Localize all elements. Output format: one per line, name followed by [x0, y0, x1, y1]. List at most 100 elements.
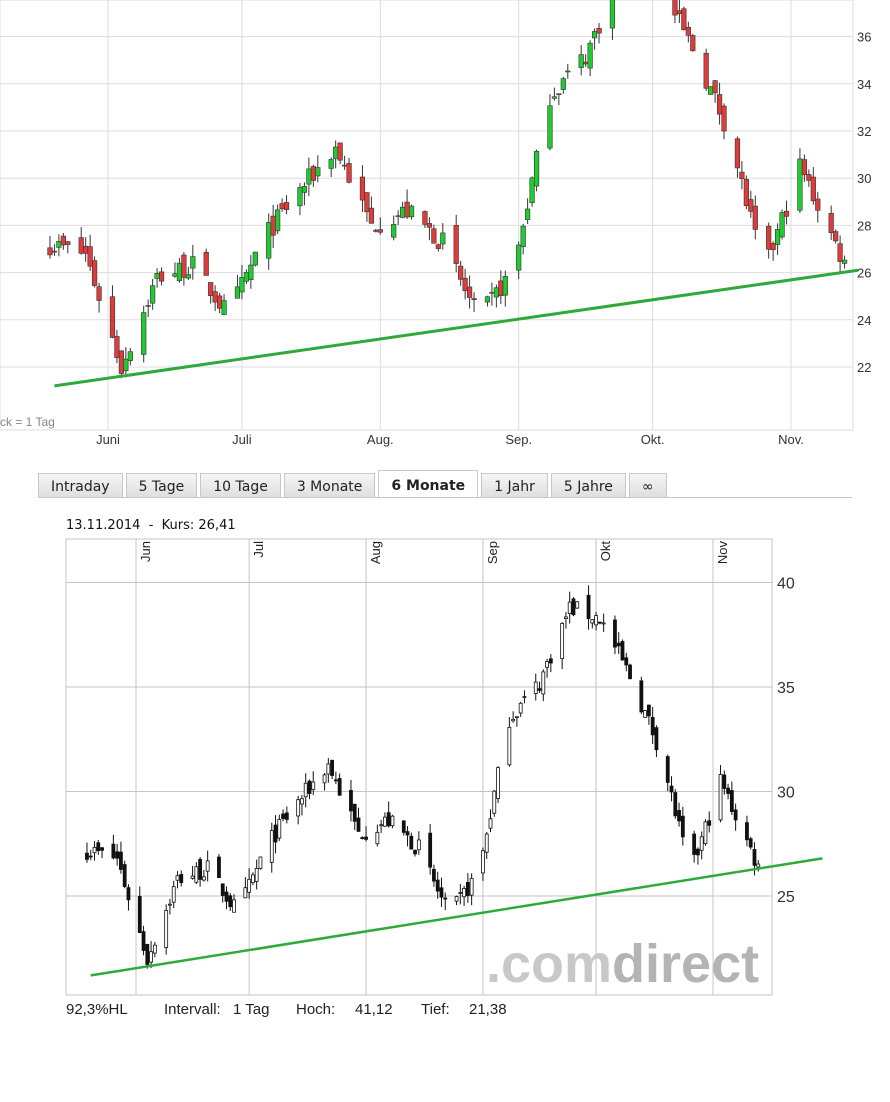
top-candle-body — [315, 167, 321, 177]
bottom-candle-body — [360, 837, 365, 839]
top-candle-body — [346, 163, 352, 183]
top-candle-body — [92, 260, 98, 286]
top-candle-body — [51, 250, 58, 253]
bottom-chart-month-labels: Jun Jul Aug Sep Okt Nov — [138, 541, 730, 565]
bottom-candle-body — [307, 780, 312, 794]
top-candle-body — [801, 159, 807, 176]
bottom-candle-body — [481, 850, 485, 874]
top-candle-body — [716, 94, 723, 115]
top-candle-body — [471, 298, 477, 300]
top-candle-body — [556, 93, 562, 96]
bottom-candle-body — [484, 833, 489, 853]
top-candle-body — [583, 61, 589, 65]
top-candle-body — [440, 232, 446, 245]
top-y-tick-label: 28 — [857, 218, 871, 233]
top-candle-body — [60, 235, 66, 246]
top-candle-body — [203, 251, 209, 276]
footer-high-value: 41,12 — [355, 1001, 393, 1018]
bottom-candle-body — [575, 601, 580, 609]
bottom-candle-body — [383, 816, 387, 827]
bottom-candle-body — [386, 812, 391, 827]
bottom-candle-body — [269, 830, 274, 863]
bottom-candle-body — [85, 852, 89, 860]
bottom-month-label: Aug — [368, 541, 383, 564]
bottom-candle-body — [198, 859, 203, 880]
top-candle-body — [547, 105, 553, 149]
top-candle-body — [435, 244, 441, 249]
top-candle-body — [596, 28, 602, 34]
bottom-candle-body — [243, 887, 248, 899]
top-candle-body — [185, 274, 191, 279]
bottom-chart-candles — [85, 585, 761, 969]
bottom-candle-body — [111, 843, 116, 859]
tab-1-jahr[interactable]: 1 Jahr — [481, 473, 548, 498]
tab-max[interactable]: ∞ — [628, 473, 667, 498]
bottom-candle-body — [352, 803, 357, 822]
top-candle-body — [502, 276, 508, 296]
bottom-candle-body — [100, 847, 104, 851]
top-candle-body — [810, 176, 816, 202]
tab-5-jahre[interactable]: 5 Jahre — [550, 473, 626, 498]
top-y-tick-label: 32 — [857, 124, 871, 139]
bottom-candle-body — [375, 831, 380, 845]
bottom-chart-y-axis: 25 30 35 40 — [777, 576, 795, 907]
bottom-plot-area — [65, 538, 773, 996]
top-candle-body — [828, 213, 834, 233]
bottom-candle-body — [616, 642, 621, 647]
top-candle-body — [484, 296, 491, 303]
tab-6-monate[interactable]: 6 Monate — [378, 470, 479, 498]
top-candle-body — [373, 229, 379, 232]
top-candle-body — [83, 245, 89, 254]
top-candle-body — [426, 223, 433, 228]
bottom-candle-body — [164, 910, 169, 948]
top-candle-body — [243, 272, 249, 282]
top-candle-body — [453, 224, 459, 264]
bottom-candle-body — [465, 882, 470, 897]
bottom-candle-body — [541, 671, 546, 695]
bottom-candle-body — [251, 874, 255, 884]
top-candle-body — [797, 158, 803, 211]
tab-5-tage[interactable]: 5 Tage — [125, 473, 198, 498]
comdirect-watermark: .comdirect — [486, 934, 759, 994]
tab-3-monate[interactable]: 3 Monate — [283, 473, 376, 498]
timeframe-tabs: Intraday 5 Tage 10 Tage 3 Monate 6 Monat… — [38, 470, 667, 498]
top-candle-body — [47, 247, 53, 256]
bottom-candle-body — [364, 836, 368, 840]
bottom-candle-body — [416, 839, 421, 851]
top-candle-body — [239, 277, 245, 293]
tab-10-tage[interactable]: 10 Tage — [200, 473, 281, 498]
top-candle-body — [734, 138, 741, 169]
top-candle-body — [578, 54, 584, 68]
bottom-candle-body — [326, 763, 331, 775]
top-candle-body — [208, 282, 214, 296]
top-candle-body — [458, 265, 464, 280]
top-candle-body — [721, 105, 727, 132]
bottom-candle-body — [311, 781, 316, 790]
top-candle-body — [685, 26, 691, 36]
top-candle-body — [404, 201, 410, 218]
bottom-candle-body — [692, 833, 697, 855]
bottom-candle-body — [564, 616, 568, 620]
top-chart-candles — [47, 0, 848, 379]
top-candle-body — [283, 202, 290, 211]
bottom-candle-body — [401, 820, 406, 833]
top-y-tick-label: 24 — [857, 313, 871, 328]
top-candle-body — [114, 336, 120, 358]
chart-header-quote: 13.11.2014 - Kurs: 26,41 — [66, 518, 236, 533]
top-candle-body — [815, 198, 821, 211]
top-candle-body — [672, 0, 678, 16]
top-candle-body — [141, 312, 147, 355]
top-candle-body — [172, 273, 178, 277]
footer-low-label: Tief: — [421, 1001, 450, 1018]
top-candle-body — [516, 244, 522, 271]
bottom-candle-body — [337, 778, 342, 796]
chart-footer: 92,3%HL Intervall: 1 Tag Hoch: 41,12 Tie… — [66, 1001, 507, 1018]
bottom-chart-trendline — [90, 857, 823, 977]
top-candle-body — [190, 256, 196, 269]
top-candle-body — [212, 291, 218, 303]
bottom-candle-body — [560, 622, 565, 659]
tab-intraday[interactable]: Intraday — [38, 473, 123, 498]
bottom-candle-body — [149, 951, 153, 963]
top-y-tick-label: 30 — [857, 171, 871, 186]
bottom-candle-body — [322, 774, 327, 784]
